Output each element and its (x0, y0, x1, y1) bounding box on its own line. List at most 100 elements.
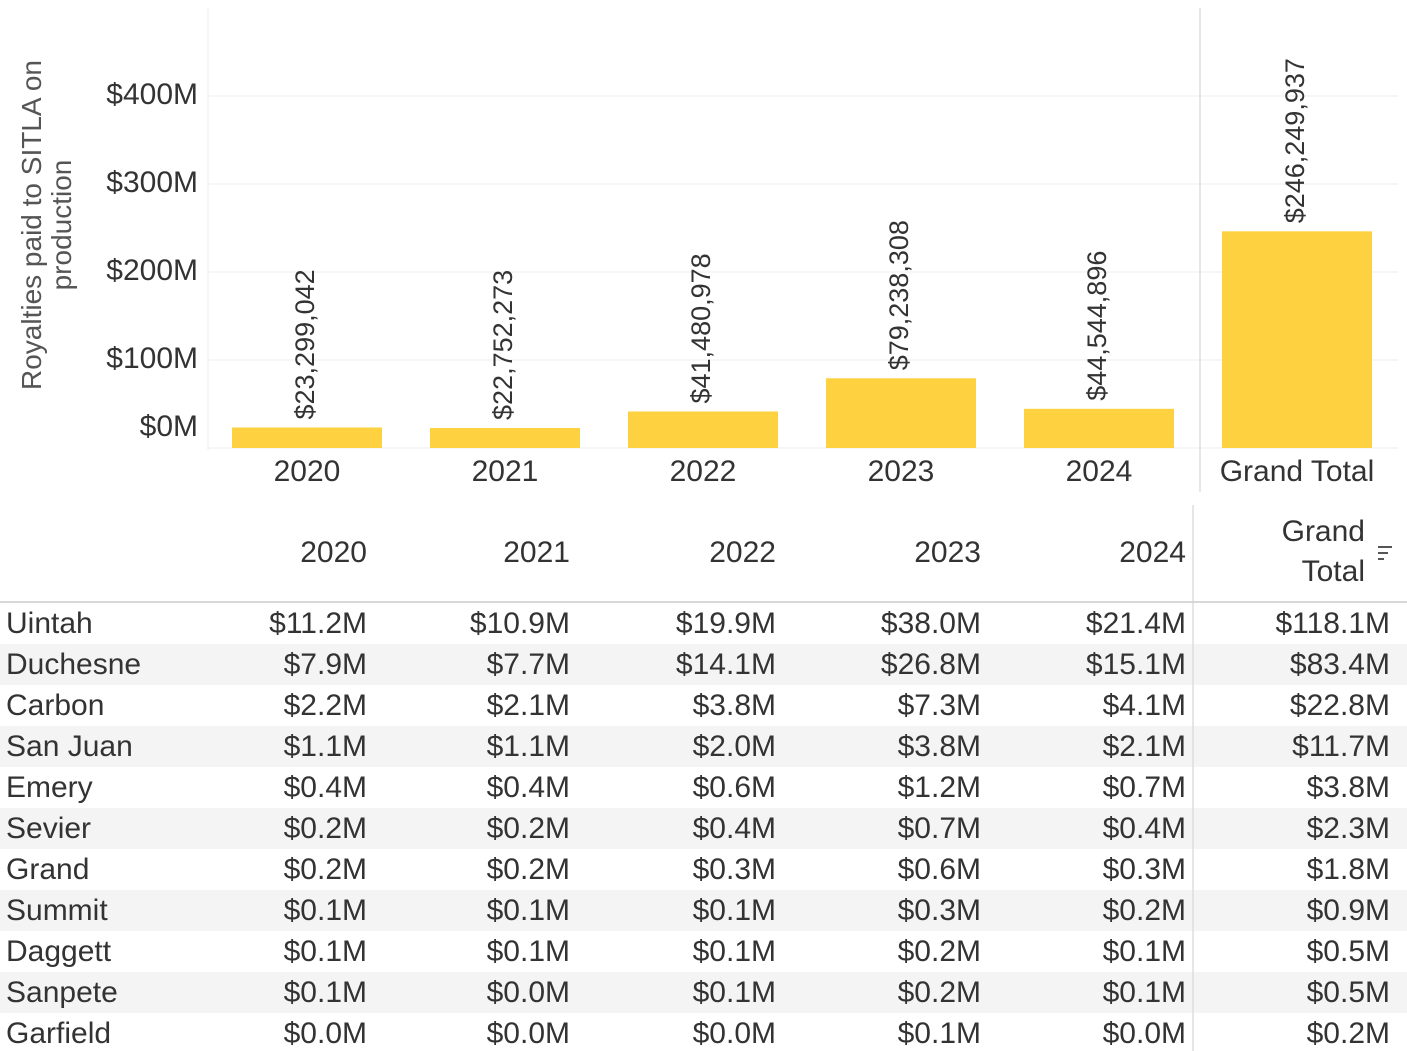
table-cell: $0.2M (486, 853, 570, 886)
x-tick-label: 2023 (868, 455, 935, 488)
table-cell: $0.2M (283, 853, 367, 886)
table-cell: $0.1M (692, 976, 776, 1009)
table-cell: $0.5M (1306, 976, 1390, 1009)
table-cell: $2.1M (1102, 730, 1186, 763)
table-cell: $0.7M (897, 812, 981, 845)
table-cell: $3.8M (897, 730, 981, 763)
y-axis-title: Royalties paid to SITLA on production (16, 60, 77, 390)
table-cell: $0.4M (1102, 812, 1186, 845)
table-cell: $0.1M (897, 1017, 981, 1050)
row-shade (0, 972, 1407, 1013)
table-cell: $22.8M (1289, 689, 1390, 722)
value-label: $79,238,308 (884, 220, 914, 370)
table-cell: $0.2M (283, 812, 367, 845)
table-cell: $0.0M (283, 1017, 367, 1050)
table-cell: $0.3M (692, 853, 776, 886)
table-cell: $7.7M (486, 648, 570, 681)
table-cell: $0.2M (1102, 894, 1186, 927)
row-shade (0, 726, 1407, 767)
table-cell: $2.2M (283, 689, 367, 722)
row-label: Carbon (6, 689, 105, 722)
row-shade (0, 644, 1407, 685)
table-cell: $11.2M (269, 607, 367, 640)
table-cell: $0.2M (897, 935, 981, 968)
table-cell: $4.1M (1102, 689, 1186, 722)
row-label: Daggett (6, 935, 112, 968)
value-label: $44,544,896 (1082, 251, 1112, 401)
table-cell: $0.0M (1102, 1017, 1186, 1050)
bar (232, 427, 382, 448)
table-cell: $21.4M (1085, 607, 1186, 640)
table-cell: $83.4M (1289, 648, 1390, 681)
y-tick-label: $100M (106, 342, 198, 375)
x-tick-label: 2021 (472, 455, 539, 488)
table-cell: $0.1M (283, 894, 367, 927)
table-cell: $15.1M (1085, 648, 1186, 681)
x-tick-label: 2024 (1066, 455, 1133, 488)
table-cell: $0.2M (486, 812, 570, 845)
x-tick-label: 2020 (274, 455, 341, 488)
value-label: $246,249,937 (1280, 58, 1310, 223)
table-cell: $19.9M (675, 607, 776, 640)
sort-icon (1378, 546, 1392, 560)
table-cell: $1.8M (1306, 853, 1390, 886)
bar (628, 411, 778, 448)
table-cell: $0.0M (486, 976, 570, 1009)
value-label: $41,480,978 (686, 253, 716, 403)
table-cell: $0.3M (897, 894, 981, 927)
table-cell: $1.2M (897, 771, 981, 804)
table-cell: $0.6M (897, 853, 981, 886)
table-cell: $0.4M (692, 812, 776, 845)
x-tick-label: Grand Total (1220, 455, 1375, 488)
table-cell: $0.1M (486, 894, 570, 927)
table-cell: $7.3M (897, 689, 981, 722)
table-cell: $0.0M (692, 1017, 776, 1050)
table-cell: $7.9M (283, 648, 367, 681)
bar (1024, 408, 1174, 448)
row-label: Sevier (6, 812, 92, 845)
table-cell: $2.3M (1306, 812, 1390, 845)
table-cell: $3.8M (692, 689, 776, 722)
row-label: Garfield (6, 1017, 112, 1050)
row-shade (0, 890, 1407, 931)
table-cell: $1.1M (283, 730, 367, 763)
value-label: $23,299,042 (290, 269, 320, 419)
table-cell: $0.4M (486, 771, 570, 804)
table-cell: $26.8M (880, 648, 981, 681)
column-header: 2023 (914, 536, 981, 569)
column-header: Grand Total (1281, 515, 1365, 588)
table-cell: $0.1M (283, 976, 367, 1009)
table-cell: $0.1M (1102, 976, 1186, 1009)
row-shade (0, 808, 1407, 849)
y-tick-label: $200M (106, 254, 198, 287)
table-cell: $0.1M (692, 894, 776, 927)
y-tick-label: $300M (106, 166, 198, 199)
y-tick-label: $0M (140, 410, 198, 443)
row-label: Emery (6, 771, 93, 804)
bar (826, 378, 976, 448)
value-label: $22,752,273 (488, 270, 518, 420)
column-header: 2024 (1119, 536, 1186, 569)
table-cell: $0.1M (1102, 935, 1186, 968)
row-label: Uintah (6, 607, 93, 640)
table-cell: $0.9M (1306, 894, 1390, 927)
x-tick-label: 2022 (670, 455, 737, 488)
table-cell: $0.2M (1306, 1017, 1390, 1050)
row-label: Sanpete (6, 976, 118, 1009)
row-label: San Juan (6, 730, 133, 763)
bar (1222, 231, 1372, 448)
table-cell: $1.1M (486, 730, 570, 763)
table-cell: $14.1M (675, 648, 776, 681)
table-cell: $0.0M (486, 1017, 570, 1050)
table-cell: $38.0M (880, 607, 981, 640)
row-label: Grand (6, 853, 90, 886)
table-cell: $0.6M (692, 771, 776, 804)
y-tick-label: $400M (106, 78, 198, 111)
table-cell: $0.1M (486, 935, 570, 968)
row-label: Summit (6, 894, 108, 927)
column-header: 2020 (300, 536, 367, 569)
table-cell: $0.2M (897, 976, 981, 1009)
table-cell: $10.9M (469, 607, 570, 640)
